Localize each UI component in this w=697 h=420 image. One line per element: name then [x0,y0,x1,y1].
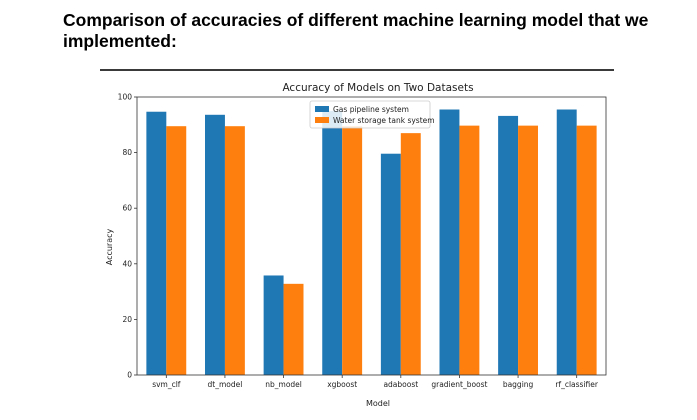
x-tick-label: nb_model [265,380,302,389]
legend: Gas pipeline system Water storage tank sy… [309,100,435,129]
y-tick-label: 40 [122,259,132,268]
bar-series-1-dt-model [205,114,225,375]
bar-series-1-bagging [498,115,519,376]
chart-title: Accuracy of Models on Two Datasets [282,82,473,94]
y-tick-label: 20 [122,315,132,324]
bar-series-2-xgboost [342,126,363,375]
y-axis-label: Accuracy [105,228,114,265]
bar-series-2-nb-model [283,283,304,375]
x-tick-label: rf_classifier [555,380,599,389]
bar-series-2-dt-model [224,126,245,375]
y-tick-label: 0 [127,371,132,380]
plot-frame [136,96,607,376]
bar-chart: Accuracy of Models on Two Datasets svm_c… [105,82,607,408]
x-tick-label: gradient_boost [431,380,487,389]
bar-series-2-bagging [518,125,538,375]
y-tick-label: 60 [122,204,132,213]
bar-series-1-adaboost [380,153,401,375]
legend-swatch [315,106,329,112]
bar-series-2-gradient-boost [459,125,480,375]
bar-series-2-adaboost [400,133,421,375]
bar-series-1-nb-model [263,275,284,375]
bar-series-1-gradient-boost [439,109,460,375]
legend-entry: Water storage tank system [333,116,435,125]
x-tick-label: bagging [503,380,534,389]
bar-series-1-svm-clf [146,111,167,376]
legend-swatch [315,117,329,123]
x-tick-label: xgboost [327,380,357,389]
bar-series-2-svm-clf [166,126,187,375]
page-heading: Comparison of accuracies of different ma… [63,10,649,51]
y-tick-label: 100 [118,93,133,102]
x-tick-label: adaboost [383,380,418,389]
chart-figure: Accuracy of Models on Two Datasets svm_c… [100,69,614,411]
x-tick-label: dt_model [208,380,243,389]
plot-area: svm_clf dt_model nb_model xgboost adaboost gr… [118,93,607,389]
x-axis-label: Model [366,399,390,408]
bar-series-2-rf-classifier [576,125,597,375]
x-tick-label: svm_clf [152,380,181,389]
y-tick-label: 80 [122,148,132,157]
legend-box [309,100,431,129]
bar-series-1-rf-classifier [556,109,577,375]
legend-entry: Gas pipeline system [333,105,409,114]
bar-series-1-xgboost [322,110,343,376]
